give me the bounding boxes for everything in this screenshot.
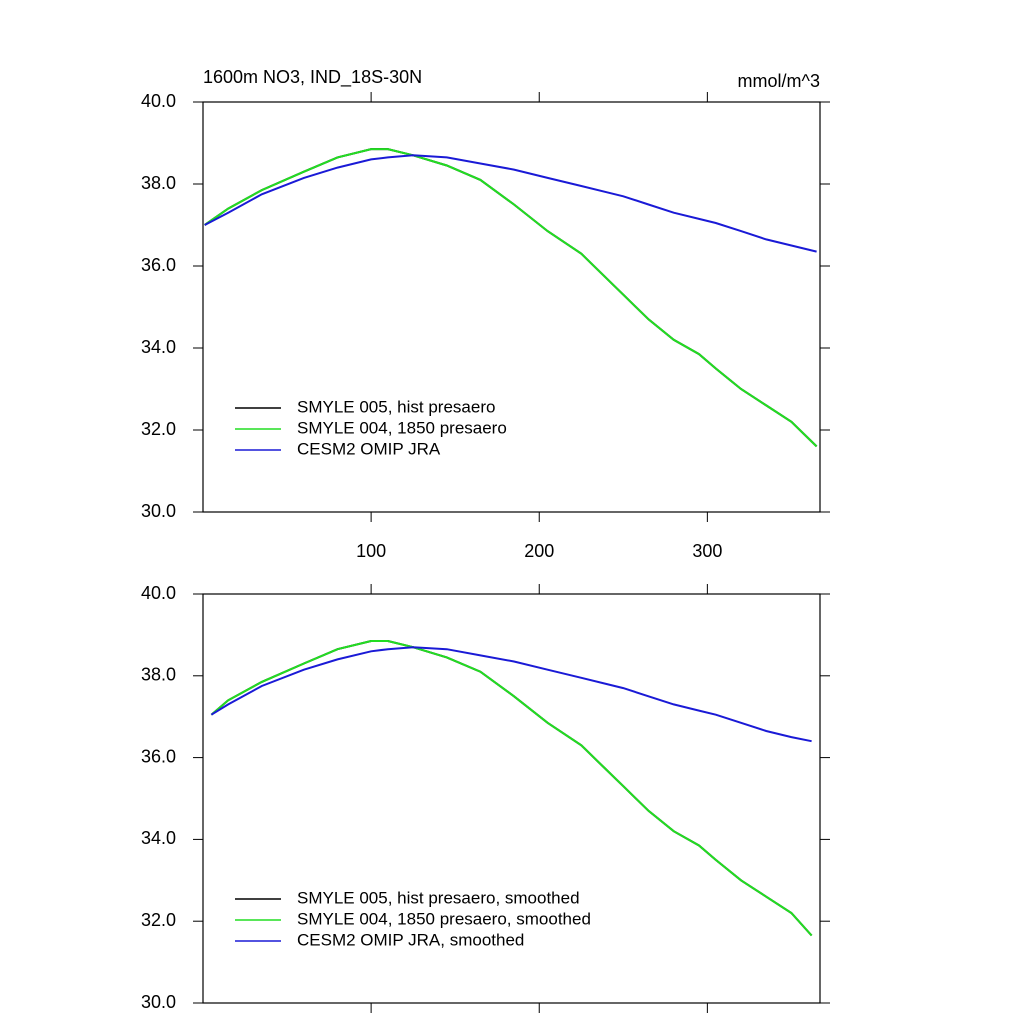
plot-frame xyxy=(202,593,821,1004)
y-tick-label: 34.0 xyxy=(141,828,176,848)
legend-label: SMYLE 004, 1850 presaero, smoothed xyxy=(297,909,591,928)
y-tick-label: 30.0 xyxy=(141,501,176,521)
y-tick-label: 32.0 xyxy=(141,910,176,930)
chart-title: 1600m NO3, IND_18S-30N xyxy=(203,67,422,88)
legend-label: SMYLE 005, hist presaero xyxy=(297,397,495,416)
data-line xyxy=(210,640,813,937)
data-line xyxy=(210,646,812,743)
y-tick-label: 38.0 xyxy=(141,173,176,193)
y-tick-label: 30.0 xyxy=(141,992,176,1012)
y-tick-label: 40.0 xyxy=(141,583,176,603)
y-tick-label: 36.0 xyxy=(141,746,176,766)
x-tick-label: 100 xyxy=(356,541,386,561)
data-line xyxy=(204,154,817,253)
y-tick-label: 38.0 xyxy=(141,665,176,685)
x-tick-label: 300 xyxy=(692,541,722,561)
plot-frame xyxy=(202,101,821,513)
legend-label: SMYLE 005, hist presaero, smoothed xyxy=(297,888,580,907)
y-tick-label: 32.0 xyxy=(141,419,176,439)
x-tick-label: 200 xyxy=(524,541,554,561)
legend-label: CESM2 OMIP JRA, smoothed xyxy=(297,930,524,949)
units-label: mmol/m^3 xyxy=(738,71,820,91)
y-tick-label: 40.0 xyxy=(141,91,176,111)
legend-label: CESM2 OMIP JRA xyxy=(297,439,441,458)
y-tick-label: 36.0 xyxy=(141,255,176,275)
y-tick-label: 34.0 xyxy=(141,337,176,357)
data-line xyxy=(204,148,818,448)
legend-label: SMYLE 004, 1850 presaero xyxy=(297,418,507,437)
